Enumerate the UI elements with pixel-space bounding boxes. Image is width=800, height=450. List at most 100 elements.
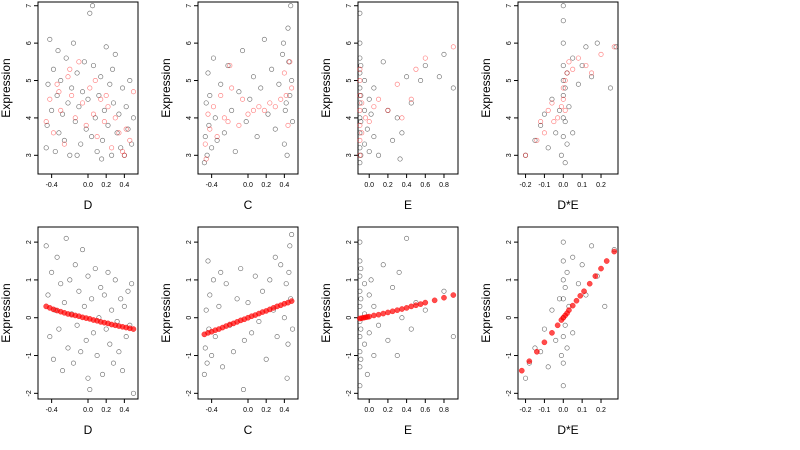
data-point <box>234 296 240 302</box>
data-point <box>229 107 235 113</box>
x-axis-label: D <box>84 423 93 437</box>
data-point <box>205 258 211 264</box>
data-point <box>243 119 249 125</box>
fitted-point <box>240 96 246 102</box>
data-point <box>85 375 91 381</box>
fitted-point <box>289 85 295 91</box>
data-point <box>566 104 572 110</box>
data-point <box>90 3 96 9</box>
fitted-point <box>214 134 220 140</box>
fitted-point <box>577 292 584 299</box>
data-point <box>218 81 224 87</box>
fitted-point <box>380 310 387 317</box>
x-tick-label: 0.2 <box>101 182 111 189</box>
data-point <box>357 273 363 279</box>
data-point <box>70 40 76 46</box>
data-point <box>109 152 115 158</box>
fitted-point <box>250 107 256 113</box>
data-point <box>397 156 403 162</box>
x-tick-label: 0.2 <box>383 407 393 414</box>
data-point <box>284 152 290 158</box>
data-point <box>240 387 246 393</box>
data-point <box>210 277 216 283</box>
data-point <box>290 119 296 125</box>
fitted-point <box>431 297 438 304</box>
fitted-point <box>357 92 363 98</box>
fitted-point <box>278 96 284 102</box>
data-point <box>357 115 363 121</box>
data-point <box>380 59 386 65</box>
data-point <box>61 300 67 306</box>
data-point <box>241 337 247 343</box>
data-point <box>81 303 87 309</box>
scatter-panel-1: -0.4 0.0 0.2 0.4 3 4 5 6 7 D Expression <box>0 1 139 212</box>
y-axis-label: Expression <box>159 283 173 342</box>
data-point <box>105 122 111 128</box>
fitted-point <box>357 107 363 113</box>
fitted-point <box>272 104 278 110</box>
data-point <box>272 126 278 132</box>
x-axis-label: D <box>84 198 93 212</box>
data-point <box>558 152 564 158</box>
data-point <box>121 303 127 309</box>
data-point <box>265 111 271 117</box>
x-tick-label: -0.2 <box>520 182 532 189</box>
fitted-point <box>569 302 576 309</box>
y-tick-label: 4 <box>506 116 513 120</box>
data-point <box>357 303 363 309</box>
fitted-point <box>221 115 227 121</box>
plot-frame <box>517 226 619 400</box>
data-point <box>396 269 402 275</box>
fitted-point <box>65 74 71 80</box>
data-point <box>204 152 210 158</box>
data-point <box>283 100 289 106</box>
data-point <box>560 258 566 264</box>
data-point <box>70 360 76 366</box>
data-point <box>362 107 368 113</box>
fitted-point <box>413 302 419 309</box>
data-point <box>357 239 363 245</box>
fitted-point <box>558 104 564 110</box>
data-point <box>287 92 293 98</box>
data-point <box>50 356 56 362</box>
y-tick-label: 5 <box>26 78 33 82</box>
x-tick-label: 0.4 <box>119 182 129 189</box>
data-point <box>422 63 428 69</box>
x-axis-label: C <box>244 198 253 212</box>
data-point <box>289 232 295 238</box>
data-point <box>45 81 51 87</box>
plot-frame <box>37 226 139 400</box>
data-point <box>232 149 238 155</box>
data-point <box>357 349 363 355</box>
data-point <box>366 292 372 298</box>
data-point <box>404 235 410 241</box>
fitted-point <box>417 301 424 307</box>
y-tick-label: 0 <box>186 316 193 320</box>
y-tick-label: 4 <box>346 116 353 120</box>
x-tick-label: 0.0 <box>83 407 93 414</box>
data-point <box>562 322 568 328</box>
fitted-point <box>534 348 540 355</box>
fitted-point <box>399 115 405 121</box>
x-tick-label: -0.4 <box>46 182 58 189</box>
data-point <box>90 330 96 336</box>
data-point <box>58 281 64 287</box>
data-point <box>553 337 559 343</box>
data-point <box>129 281 135 287</box>
data-point <box>362 281 368 287</box>
data-point <box>358 266 364 272</box>
data-point <box>404 74 410 80</box>
y-tick-label: 5 <box>506 78 513 82</box>
fitted-point <box>50 130 56 136</box>
data-point <box>125 288 131 294</box>
fitted-point <box>371 312 377 319</box>
data-point <box>54 254 60 260</box>
data-point <box>85 96 91 102</box>
data-point <box>366 149 372 155</box>
data-point <box>103 326 109 332</box>
data-point <box>366 96 372 102</box>
fitted-point <box>227 63 233 69</box>
y-tick-label: 6 <box>186 41 193 45</box>
fitted-point <box>203 156 209 162</box>
x-tick-label: 0.4 <box>119 407 129 414</box>
